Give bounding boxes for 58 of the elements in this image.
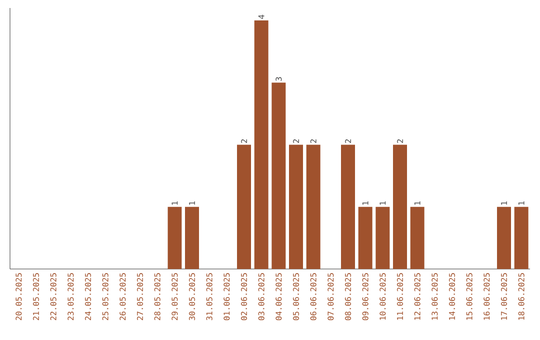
data-label: 2 <box>293 139 299 143</box>
x-tick-label: 20.05.2025 <box>16 273 22 320</box>
data-label: 4 <box>258 14 264 19</box>
data-label: 1 <box>189 201 195 205</box>
x-tick-label: 04.06.2025 <box>276 273 282 320</box>
bar <box>376 206 390 269</box>
x-tick-label: 22.05.2025 <box>50 273 56 320</box>
data-label: 3 <box>276 77 282 81</box>
x-tick-label: 30.05.2025 <box>188 273 196 320</box>
bar <box>358 206 372 269</box>
bar <box>185 206 200 269</box>
x-tick-label: 16.06.2025 <box>484 273 490 320</box>
bar <box>410 206 424 269</box>
x-tick-label: 03.06.2025 <box>258 273 264 320</box>
x-tick-label: 17.06.2025 <box>500 273 508 320</box>
x-tick-label: 23.05.2025 <box>68 273 74 320</box>
bar <box>237 144 251 269</box>
x-tick-label: 24.05.2025 <box>84 273 92 320</box>
data-label: 1 <box>501 201 507 205</box>
x-tick-label: 05.06.2025 <box>292 273 300 320</box>
bar <box>168 206 182 269</box>
data-label: 1 <box>414 201 420 205</box>
x-tick-label: 14.06.2025 <box>448 273 456 320</box>
x-tick-label: 26.05.2025 <box>120 273 126 320</box>
bar <box>341 144 356 269</box>
data-label: 2 <box>241 139 247 143</box>
data-label: 2 <box>310 139 316 143</box>
x-tick-label: 13.06.2025 <box>432 273 438 320</box>
bar <box>306 144 320 269</box>
x-tick-label: 25.05.2025 <box>102 273 108 320</box>
x-tick-label: 12.06.2025 <box>414 273 420 320</box>
data-label: 2 <box>345 139 351 143</box>
data-label: 1 <box>518 201 524 205</box>
bar <box>272 82 286 269</box>
data-label: 1 <box>362 201 368 205</box>
x-tick-label: 11.06.2025 <box>396 273 404 320</box>
x-tick-label: 27.05.2025 <box>136 273 144 320</box>
x-tick-label: 29.05.2025 <box>172 273 178 320</box>
x-tick-label: 31.05.2025 <box>206 273 212 320</box>
x-tick-label: 15.06.2025 <box>466 273 472 320</box>
x-tick-label: 06.06.2025 <box>310 273 316 320</box>
x-tick-label: 09.06.2025 <box>362 273 368 320</box>
data-label: 1 <box>172 201 178 205</box>
x-tick-label: 01.06.2025 <box>224 273 230 320</box>
bar <box>514 206 528 269</box>
x-tick-label: 28.05.2025 <box>154 273 160 320</box>
data-label: 1 <box>380 201 386 205</box>
x-tick-label: 18.06.2025 <box>518 273 524 320</box>
bar <box>393 144 407 269</box>
x-tick-label: 02.06.2025 <box>240 273 248 320</box>
bar <box>497 206 512 269</box>
x-tick-label: 21.05.2025 <box>32 273 40 320</box>
x-tick-label: 07.06.2025 <box>328 273 334 320</box>
bar <box>289 144 304 269</box>
x-tick-label: 10.06.2025 <box>380 273 386 320</box>
x-tick-label: 08.06.2025 <box>344 273 352 320</box>
data-label: 2 <box>397 139 403 143</box>
bar <box>254 20 268 269</box>
